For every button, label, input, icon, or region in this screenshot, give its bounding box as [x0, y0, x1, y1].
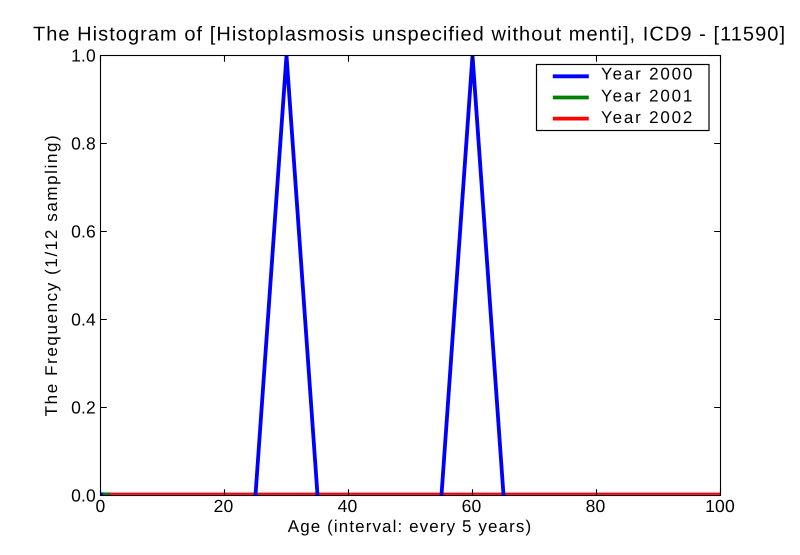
svg-text:80: 80: [586, 496, 606, 516]
svg-text:The Frequency (1/12 sampling): The Frequency (1/12 sampling): [42, 134, 61, 417]
svg-text:0.2: 0.2: [71, 398, 96, 418]
svg-text:0.8: 0.8: [71, 134, 96, 154]
svg-text:0: 0: [96, 496, 106, 516]
svg-text:Year 2002: Year 2002: [601, 108, 694, 127]
svg-text:Year 2001: Year 2001: [601, 87, 694, 106]
svg-text:0.6: 0.6: [71, 222, 96, 242]
svg-text:60: 60: [462, 496, 482, 516]
svg-text:100: 100: [705, 496, 735, 516]
svg-text:The Histogram of [Histoplasmos: The Histogram of [Histoplasmosis unspeci…: [33, 24, 786, 46]
svg-text:Year 2000: Year 2000: [601, 65, 694, 84]
svg-text:1.0: 1.0: [71, 46, 96, 66]
svg-text:0.4: 0.4: [71, 310, 96, 330]
svg-text:40: 40: [338, 496, 358, 516]
svg-text:0.0: 0.0: [71, 486, 96, 506]
svg-text:Age (interval: every 5 years): Age (interval: every 5 years): [288, 517, 532, 536]
svg-text:20: 20: [214, 496, 234, 516]
